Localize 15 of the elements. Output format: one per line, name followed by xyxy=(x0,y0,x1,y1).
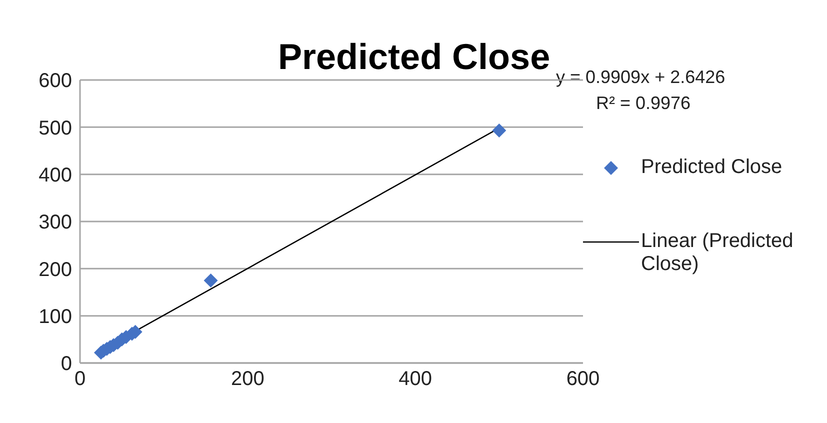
x-tick-label: 600 xyxy=(566,368,600,390)
y-tick-label: 0 xyxy=(60,353,72,376)
chart-title: Predicted Close xyxy=(278,36,550,78)
y-tick-label: 200 xyxy=(38,258,72,281)
y-tick-label: 100 xyxy=(38,306,72,328)
y-tick-label: 300 xyxy=(38,212,72,234)
x-tick-label: 400 xyxy=(398,368,432,390)
x-tick-label: 0 xyxy=(74,368,86,390)
x-tick-label: 200 xyxy=(230,368,264,390)
legend-label: Predicted Close xyxy=(641,156,782,178)
legend-label: Linear (Predicted Close) xyxy=(641,230,794,276)
y-tick-label: 400 xyxy=(38,164,72,186)
y-tick-label: 500 xyxy=(38,117,72,140)
text: R² = 0.9976 xyxy=(596,92,692,115)
y-tick-label: 600 xyxy=(38,70,72,92)
